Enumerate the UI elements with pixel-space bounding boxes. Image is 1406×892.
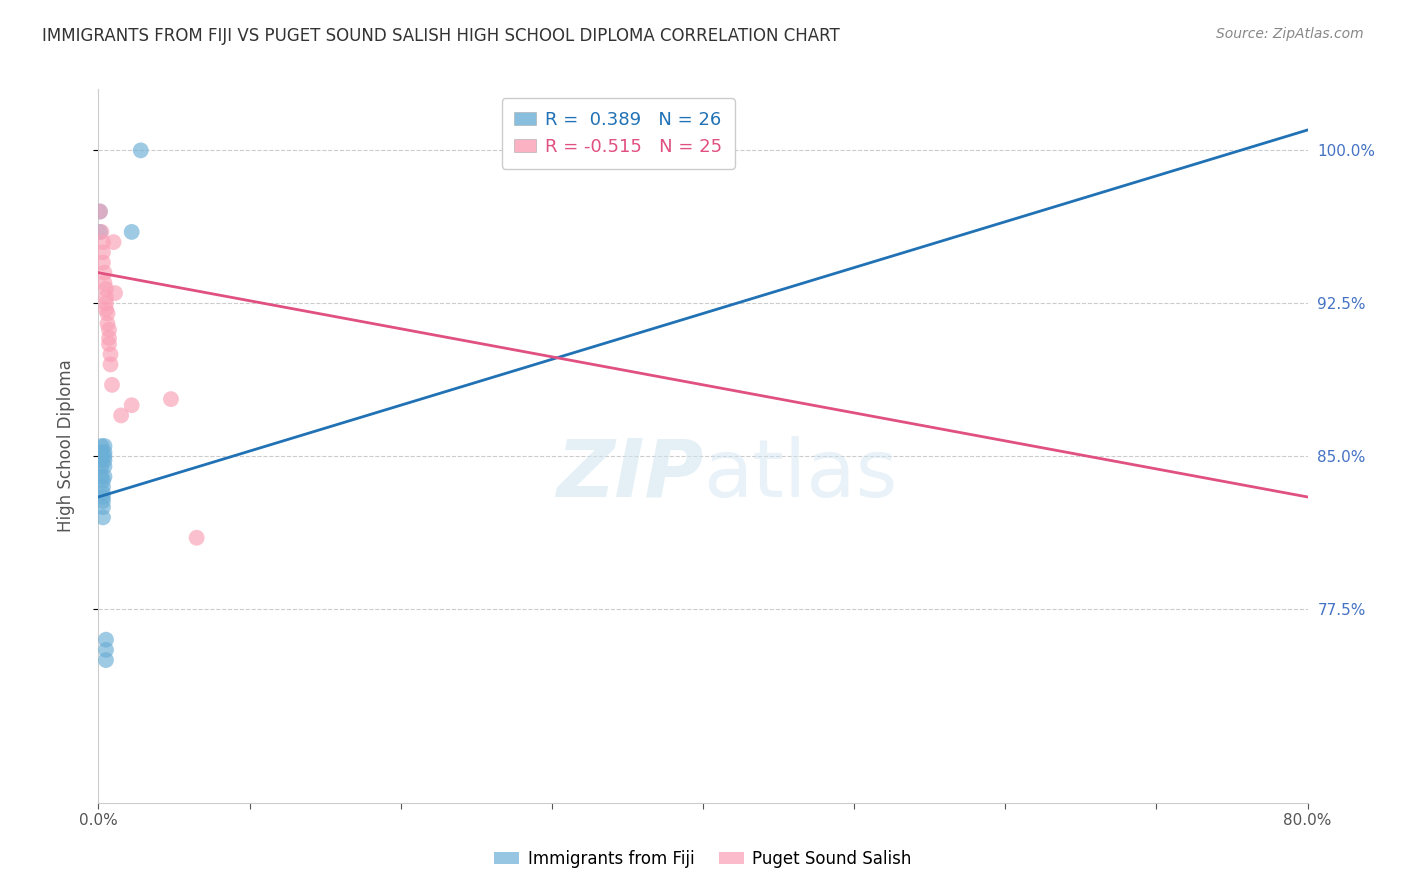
Point	[93, 266, 115, 280]
Point	[121, 225, 143, 239]
Point	[91, 494, 114, 508]
Point	[110, 409, 132, 423]
Point	[93, 469, 115, 483]
Y-axis label: High School Diploma: High School Diploma	[56, 359, 75, 533]
Point	[91, 245, 114, 260]
Point	[94, 653, 117, 667]
Legend: R =  0.389   N = 26, R = -0.515   N = 25: R = 0.389 N = 26, R = -0.515 N = 25	[502, 98, 735, 169]
Point	[94, 282, 117, 296]
Point	[100, 347, 122, 361]
Point	[90, 469, 112, 483]
Point	[96, 317, 118, 331]
Point	[186, 531, 208, 545]
Point	[93, 439, 115, 453]
Point	[90, 459, 112, 474]
Point	[91, 490, 114, 504]
Point	[98, 337, 121, 351]
Point	[121, 398, 143, 412]
Point	[90, 449, 112, 463]
Point	[94, 302, 117, 317]
Point	[90, 439, 112, 453]
Text: ZIP: ZIP	[555, 435, 703, 514]
Point	[91, 474, 114, 488]
Point	[91, 480, 114, 494]
Text: IMMIGRANTS FROM FIJI VS PUGET SOUND SALISH HIGH SCHOOL DIPLOMA CORRELATION CHART: IMMIGRANTS FROM FIJI VS PUGET SOUND SALI…	[42, 27, 839, 45]
Point	[94, 632, 117, 647]
Point	[91, 510, 114, 524]
Text: atlas: atlas	[703, 435, 897, 514]
Point	[89, 225, 111, 239]
Point	[94, 296, 117, 310]
Point	[91, 255, 114, 269]
Legend: Immigrants from Fiji, Puget Sound Salish: Immigrants from Fiji, Puget Sound Salish	[488, 844, 918, 875]
Point	[93, 459, 115, 474]
Point	[90, 453, 112, 467]
Point	[98, 331, 121, 345]
Point	[93, 449, 115, 463]
Point	[93, 445, 115, 459]
Point	[96, 306, 118, 320]
Point	[104, 286, 127, 301]
Point	[103, 235, 125, 249]
Point	[93, 453, 115, 467]
Point	[129, 144, 152, 158]
Point	[98, 323, 121, 337]
Point	[93, 276, 115, 290]
Point	[101, 377, 124, 392]
Point	[94, 643, 117, 657]
Point	[90, 225, 112, 239]
Point	[100, 358, 122, 372]
Point	[89, 204, 111, 219]
Point	[94, 290, 117, 304]
Text: Source: ZipAtlas.com: Source: ZipAtlas.com	[1216, 27, 1364, 41]
Point	[91, 500, 114, 515]
Point	[89, 204, 111, 219]
Point	[160, 392, 183, 406]
Point	[90, 445, 112, 459]
Point	[91, 486, 114, 500]
Point	[91, 235, 114, 249]
